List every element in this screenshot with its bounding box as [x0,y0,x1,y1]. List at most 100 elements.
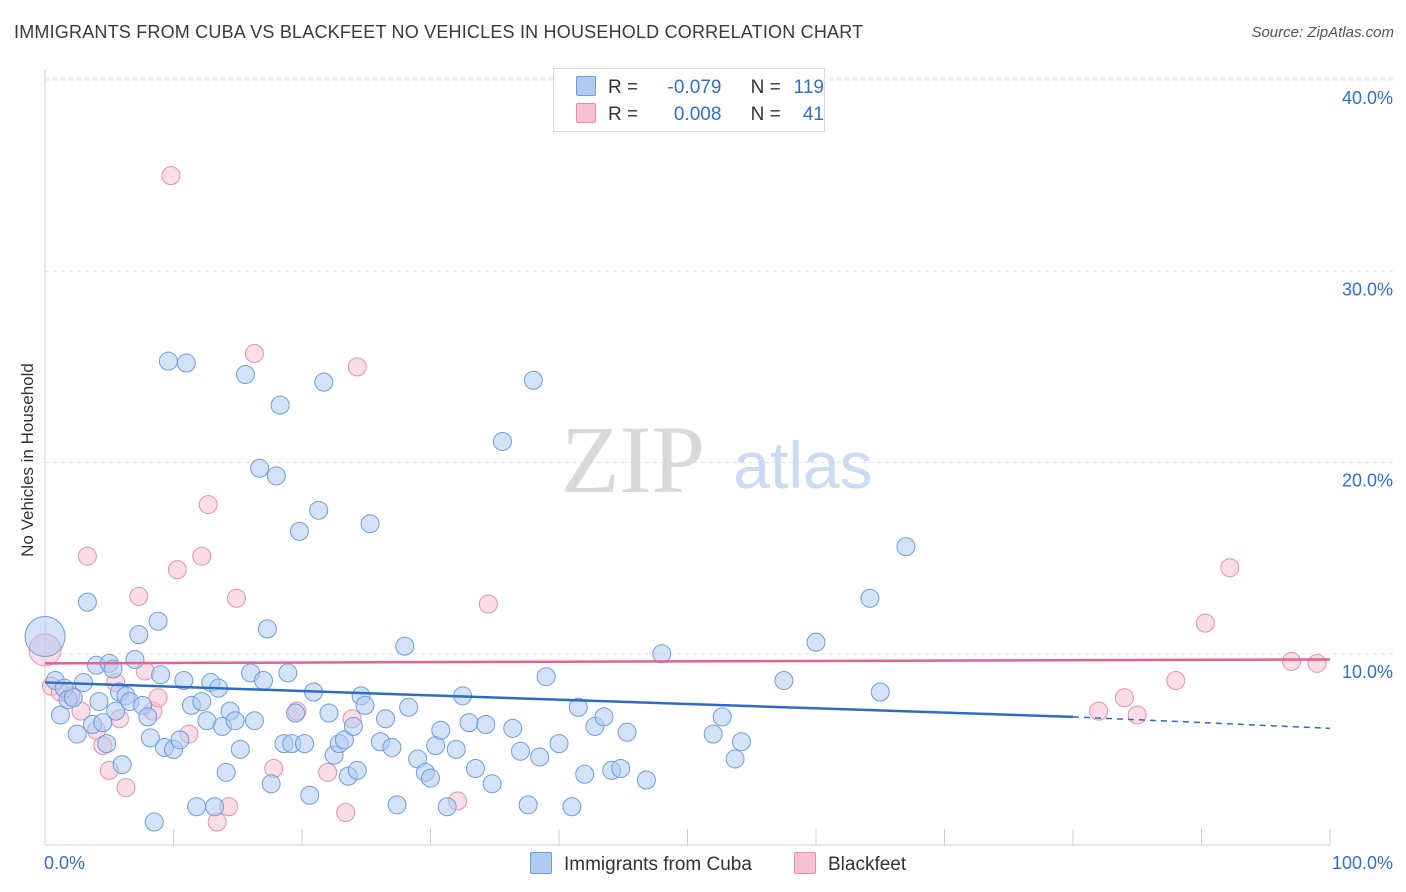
cuba-point-34 [176,353,196,373]
legend-item-blackfeet: Blackfeet [794,852,906,876]
blackfeet-swatch [576,103,596,123]
cuba-point-65 [314,372,334,392]
cuba-point-99 [530,747,550,767]
legend-blackfeet-label: Blackfeet [828,854,907,875]
cuba-point-30 [158,351,178,371]
blackfeet-point-5 [77,546,97,566]
cuba-point-93 [482,774,502,794]
x-tick-label-max: 100.0% [1332,853,1393,873]
cuba-point-78 [382,737,402,757]
cuba-point-115 [731,732,751,752]
y-tick-label-3: 40.0% [1342,88,1393,108]
cuba-point-61 [295,734,315,754]
source-label: Source: ZipAtlas.com [1251,24,1394,41]
cuba-point-102 [562,797,582,817]
cuba-points [24,351,916,832]
trend-lines [44,658,1331,730]
cuba-point-21 [125,649,145,669]
cuba-point-86 [431,720,451,740]
cuba-point-110 [636,770,656,790]
watermark-atlas: atlas [733,428,872,502]
cuba-point-22 [129,625,149,645]
cuba-point-11 [89,692,109,712]
stats-box: R = -0.079 N = 119 R = 0.008 N = 41 [553,68,825,132]
cuba-point-117 [806,632,826,652]
cuba-point-109 [617,722,637,742]
cuba-point-49 [244,711,264,731]
cuba-point-32 [170,730,190,750]
cuba-point-104 [575,764,595,784]
stats-row-blackfeet: R = 0.008 N = 41 [576,103,824,127]
chart-title: IMMIGRANTS FROM CUBA VS BLACKFEET NO VEH… [14,22,864,42]
blackfeet-point-28 [336,802,356,822]
y-axis-label: No Vehicles in Household [18,363,37,557]
blackfeet-trend-line [44,658,1331,665]
cuba-point-53 [261,774,281,794]
cuba-point-59 [286,703,306,723]
cuba-point-95 [503,718,523,738]
blackfeet-point-33 [1089,701,1109,721]
cuba-point-6 [67,724,87,744]
blackfeet-point-20 [198,495,218,515]
blackfeet-point-24 [244,343,264,363]
legend-cuba-swatch [530,852,552,874]
cuba-point-118 [860,588,880,608]
cuba-point-40 [205,797,225,817]
cuba-point-100 [536,667,556,687]
cuba-point-69 [334,730,354,750]
cuba-point-0 [24,616,66,658]
tick-labels: 10.0% 20.0% 30.0% 40.0% 0.0% 100.0% [44,88,1393,873]
cuba-point-79 [387,795,407,815]
cuba-point-103 [568,697,588,717]
cuba-point-36 [187,797,207,817]
cuba-point-50 [250,458,270,478]
cuba-point-37 [192,692,212,712]
cuba-point-24 [138,707,158,727]
blackfeet-point-15 [148,688,168,708]
blackfeet-point-37 [1195,613,1215,633]
blackfeet-r-label: R = [608,104,639,125]
cuba-point-51 [253,671,273,691]
y-tick-label-1: 20.0% [1342,471,1393,491]
cuba-point-46 [230,739,250,759]
cuba-point-74 [355,695,375,715]
cuba-point-96 [510,741,530,761]
blackfeet-point-39 [1281,651,1301,671]
watermark-zip: ZIP [561,406,705,513]
cuba-point-43 [216,762,236,782]
cuba-point-52 [257,619,277,639]
blackfeet-point-38 [1220,558,1240,578]
blackfeet-point-23 [226,588,246,608]
cuba-point-97 [518,795,538,815]
blackfeet-n-label: N = [750,104,781,125]
cuba-point-113 [712,707,732,727]
cuba-trend-extension [1072,716,1331,730]
cuba-point-26 [144,812,164,832]
blackfeet-point-27 [318,762,338,782]
cuba-point-15 [103,659,123,679]
blackfeet-point-19 [192,546,212,566]
cuba-point-98 [523,370,543,390]
cuba-point-57 [278,663,298,683]
cuba-point-28 [151,665,171,685]
x-tick-label-min: 0.0% [44,853,85,873]
cuba-trend-line [44,681,1074,719]
cuba-point-119 [870,682,890,702]
cuba-point-72 [347,760,367,780]
cuba-point-12 [93,713,113,733]
cuba-point-120 [896,537,916,557]
blackfeet-point-34 [1114,688,1134,708]
cuba-point-47 [235,365,255,385]
cuba-point-25 [140,728,160,748]
cuba-point-106 [594,707,614,727]
cuba-point-88 [446,739,466,759]
cuba-point-33 [174,671,194,691]
cuba-point-81 [399,697,419,717]
cuba-r-label: R = [608,77,639,98]
legend-cuba-label: Immigrants from Cuba [564,854,752,875]
cuba-point-108 [611,759,631,778]
blackfeet-point-35 [1127,705,1147,725]
cuba-point-27 [148,611,168,631]
cuba-point-90 [459,713,479,733]
